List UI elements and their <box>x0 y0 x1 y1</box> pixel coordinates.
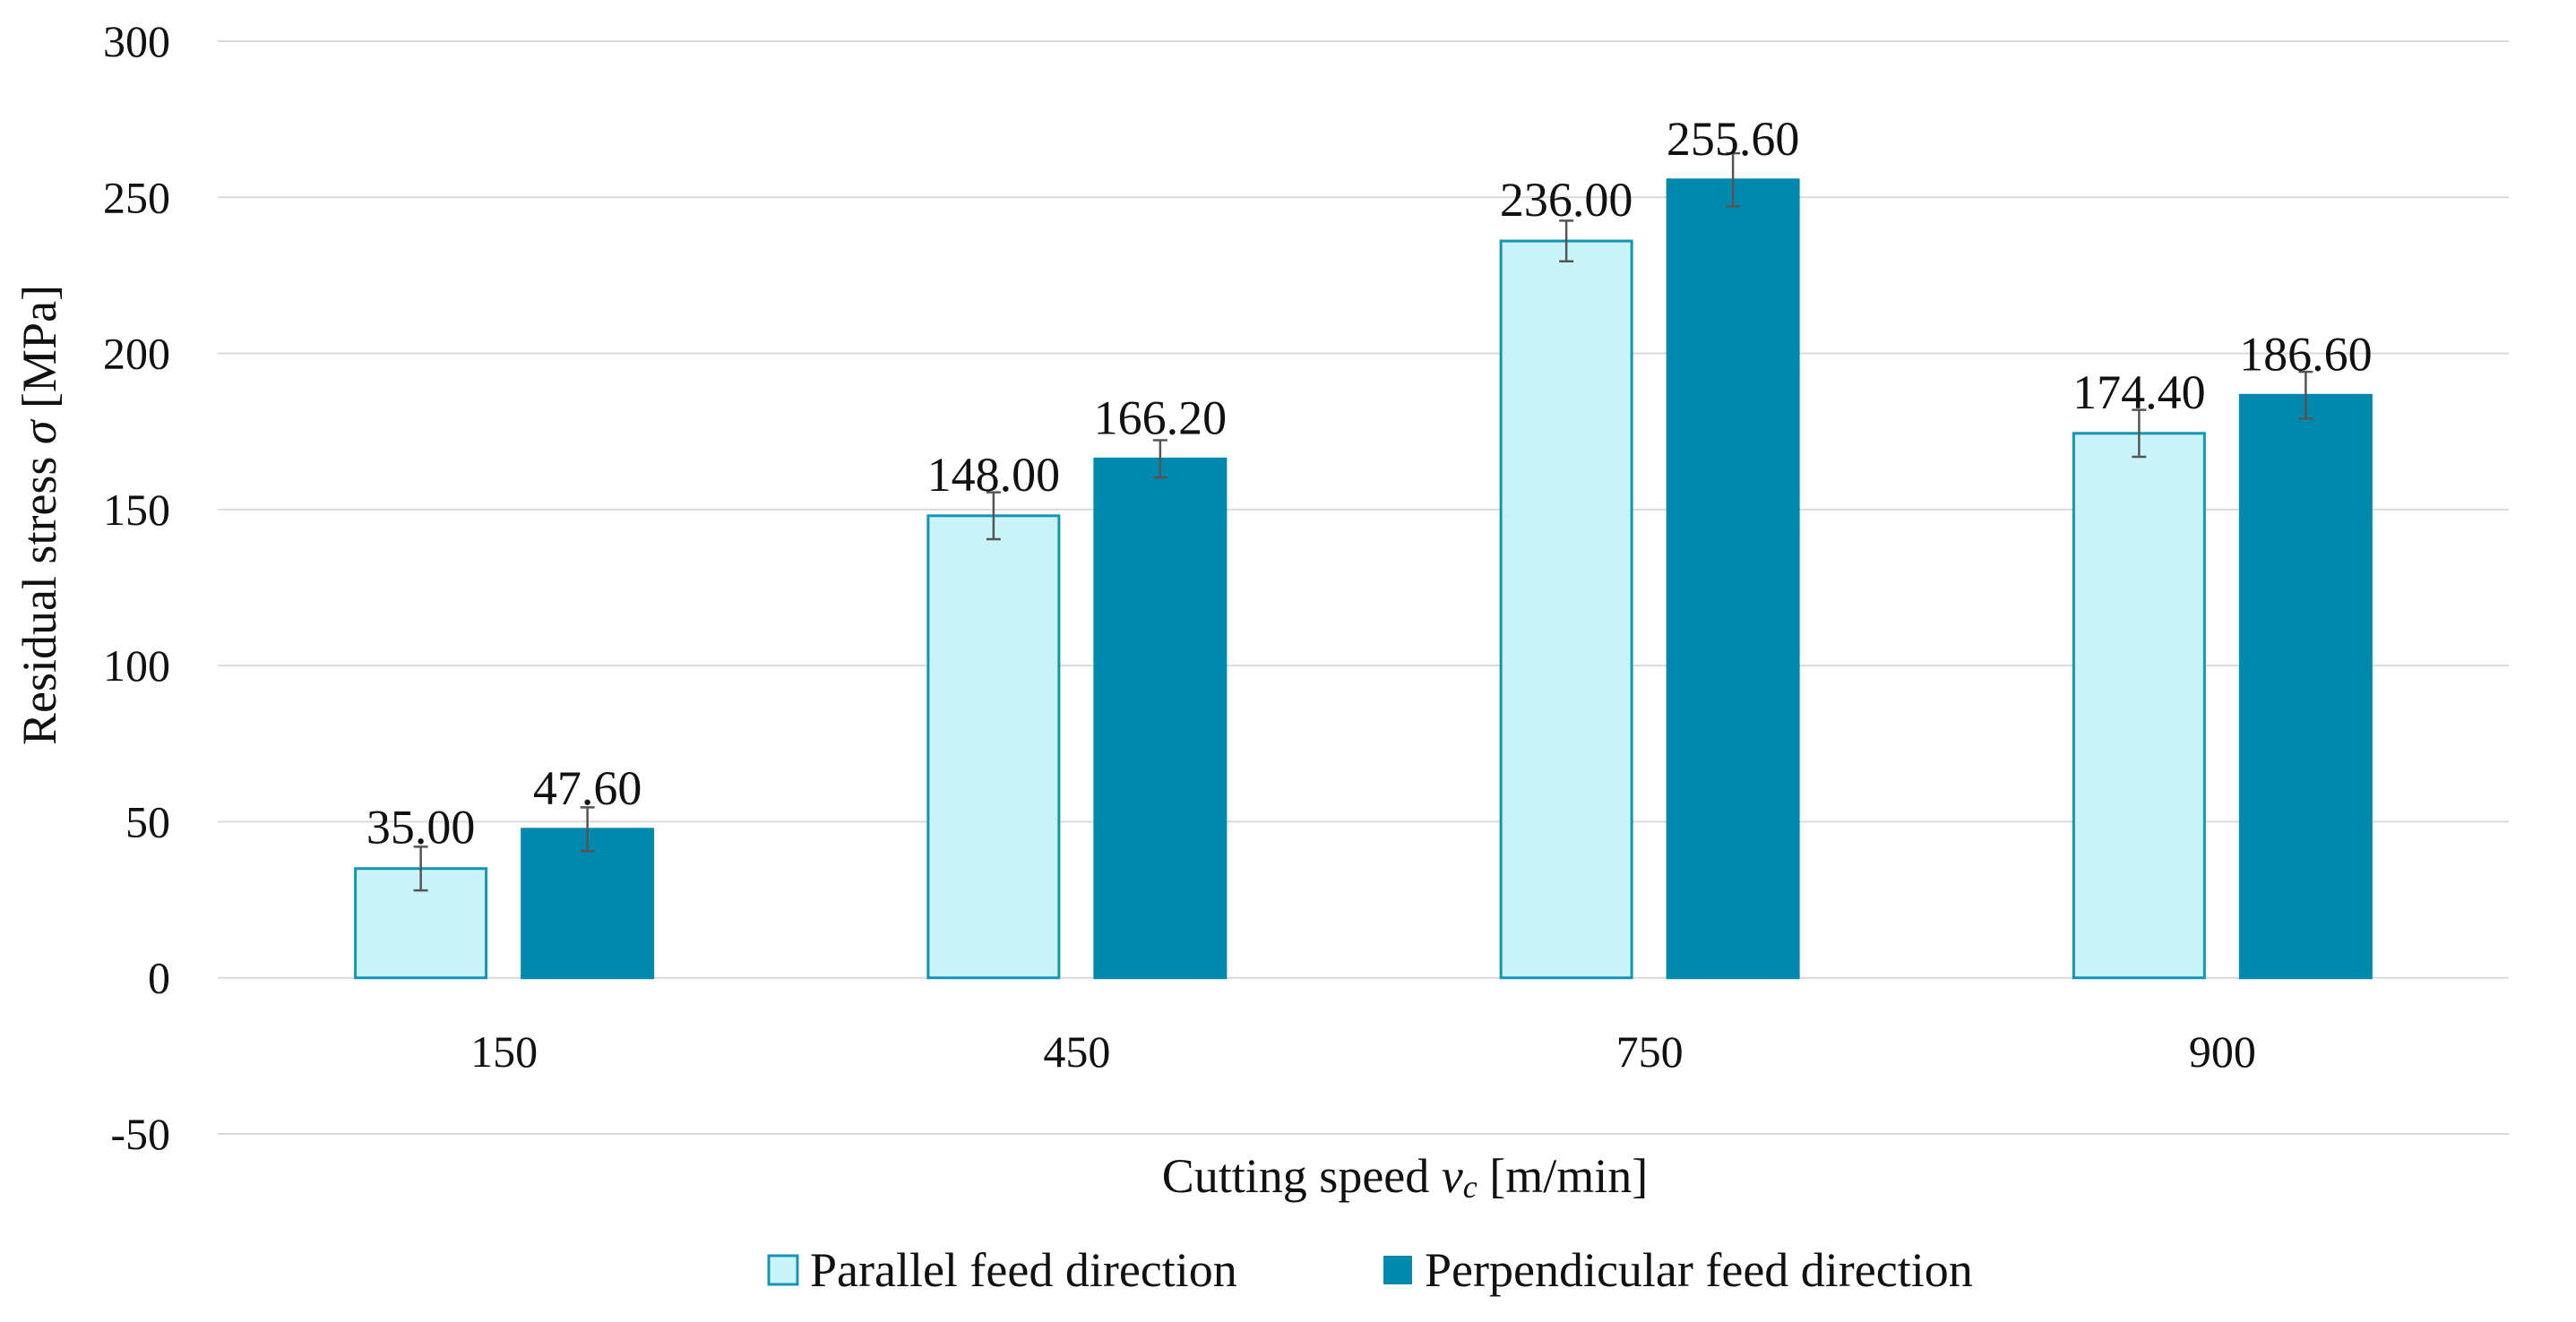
y-axis-title: Residual stress σ [MPa] <box>13 285 66 745</box>
data-label: 166.20 <box>1094 391 1228 444</box>
data-label: 47.60 <box>533 761 642 815</box>
legend-label-parallel: Parallel feed direction <box>810 1243 1237 1297</box>
y-tick-label: 150 <box>103 485 170 535</box>
x-tick-label: 900 <box>2189 1026 2256 1077</box>
bar-perpendicular-150 <box>521 828 655 980</box>
x-axis-tick-labels: 150 450 750 900 <box>470 1026 2256 1077</box>
legend-label-perpendicular: Perpendicular feed direction <box>1425 1243 1973 1297</box>
x-tick-label: 750 <box>1616 1026 1684 1077</box>
bar-parallel-750 <box>1499 239 1633 980</box>
legend-swatch-parallel <box>767 1254 799 1286</box>
y-tick-label: -50 <box>110 1109 170 1159</box>
y-tick-label: 0 <box>148 953 170 1003</box>
bar-parallel-900 <box>2072 432 2206 980</box>
data-labels: 35.00 47.60 148.00 166.20 236.00 255.60 174.40… <box>366 112 2373 854</box>
bar-parallel-450 <box>926 514 1061 980</box>
x-axis-title: Cutting speed vc [m/min] <box>1162 1149 1648 1205</box>
data-label: 174.40 <box>2072 365 2206 419</box>
bar-perpendicular-750 <box>1666 178 1800 980</box>
data-label: 236.00 <box>1500 173 1633 227</box>
y-tick-label: 100 <box>103 640 170 691</box>
legend: Parallel feed direction Perpendicular fe… <box>767 1243 1973 1297</box>
data-label: 255.60 <box>1667 112 1800 166</box>
x-tick-label: 450 <box>1043 1026 1110 1077</box>
data-label: 186.60 <box>2239 327 2373 381</box>
bar-perpendicular-900 <box>2238 393 2373 980</box>
error-bars <box>413 151 2313 892</box>
y-axis-tick-labels: -50 0 50 100 150 200 250 300 <box>103 16 170 1159</box>
x-tick-label: 150 <box>470 1026 538 1077</box>
bars <box>354 178 2373 980</box>
data-label: 35.00 <box>366 801 476 854</box>
y-tick-label: 50 <box>125 796 170 846</box>
data-label: 148.00 <box>927 448 1061 502</box>
y-tick-label: 200 <box>103 329 170 379</box>
legend-swatch-perpendicular <box>1383 1256 1412 1284</box>
y-tick-label: 300 <box>103 16 170 66</box>
y-tick-label: 250 <box>103 172 170 222</box>
bar-perpendicular-450 <box>1093 457 1228 980</box>
